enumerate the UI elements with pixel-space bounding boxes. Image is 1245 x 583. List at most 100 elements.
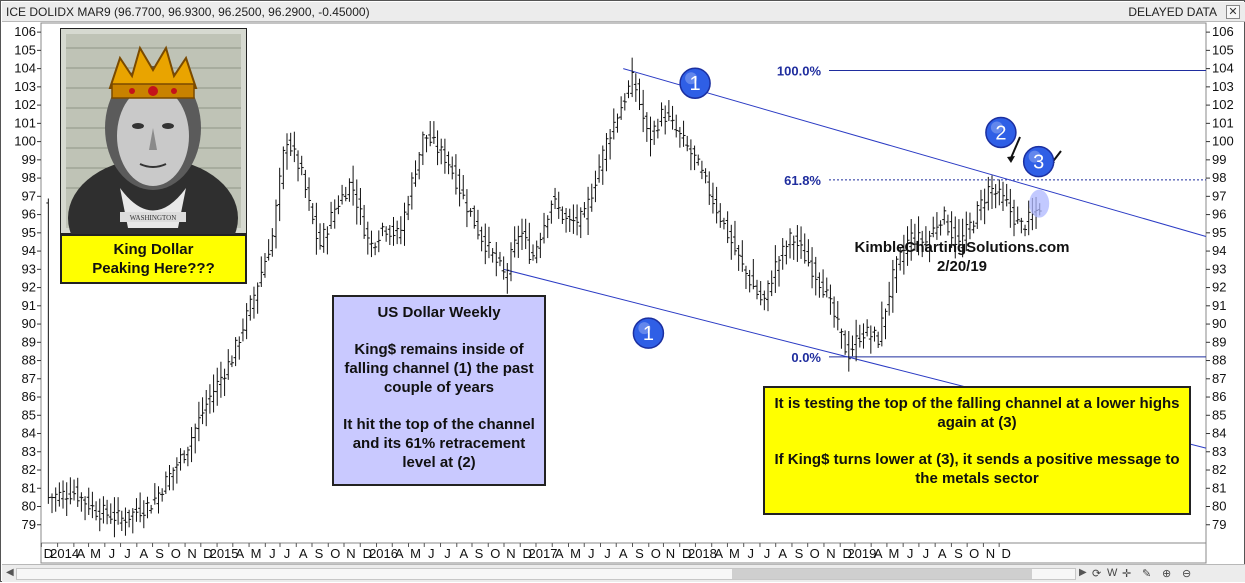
y-tick-label-right: 84 bbox=[1212, 426, 1226, 441]
us-dollar-weekly-callout: US Dollar Weekly King$ remains inside of… bbox=[332, 295, 546, 486]
marker-circle bbox=[632, 317, 665, 349]
y-tick-label-left: 92 bbox=[22, 280, 36, 295]
x-tick-label: S bbox=[635, 546, 644, 561]
period-w-label[interactable]: W bbox=[1107, 567, 1118, 579]
x-tick-label: M bbox=[90, 546, 101, 561]
y-tick-label-right: 79 bbox=[1212, 517, 1226, 532]
zoom-icon[interactable]: ⊕ bbox=[1162, 568, 1172, 580]
marker-circle bbox=[985, 116, 1017, 149]
x-tick-label: A bbox=[778, 546, 787, 561]
y-tick-label-right: 92 bbox=[1212, 280, 1226, 295]
watermark-site: KimbleChartingSolutions.com bbox=[854, 239, 1070, 256]
x-tick-label: A bbox=[459, 546, 468, 561]
arrow-2-shaft bbox=[1010, 136, 1021, 159]
scroll-left-icon[interactable]: ◀ bbox=[6, 567, 14, 578]
x-tick-label: S bbox=[155, 546, 164, 561]
x-tick-label: A bbox=[77, 546, 86, 561]
y-tick-label-right: 100 bbox=[1212, 134, 1234, 149]
marker-label: 1 bbox=[690, 73, 701, 95]
x-tick-label: O bbox=[969, 546, 979, 561]
watermark-date: 2/20/19 bbox=[936, 258, 988, 275]
crosshair-icon[interactable]: ✛ bbox=[1122, 568, 1132, 580]
y-tick-label-left: 104 bbox=[14, 61, 36, 76]
x-tick-label: S bbox=[315, 546, 324, 561]
x-tick-label: M bbox=[410, 546, 421, 561]
y-tick-label-right: 105 bbox=[1212, 42, 1234, 57]
x-tick-label: A bbox=[714, 546, 723, 561]
y-tick-label-left: 80 bbox=[22, 499, 36, 514]
x-tick-label: O bbox=[810, 546, 820, 561]
y-tick-label-right: 82 bbox=[1212, 462, 1226, 477]
x-tick-label: O bbox=[651, 546, 661, 561]
y-tick-label-right: 95 bbox=[1212, 225, 1226, 240]
delayed-data-label: DELAYED DATA bbox=[1128, 5, 1217, 19]
y-tick-label-right: 90 bbox=[1212, 316, 1226, 331]
x-tick-label: S bbox=[475, 546, 484, 561]
y-tick-label-left: 95 bbox=[22, 225, 36, 240]
scroll-right-icon[interactable]: ▶ bbox=[1079, 567, 1087, 578]
marker-label: 1 bbox=[643, 323, 654, 345]
x-tick-label: J bbox=[923, 546, 930, 561]
y-tick-label-left: 98 bbox=[22, 170, 36, 185]
close-icon[interactable]: ✕ bbox=[1226, 5, 1240, 19]
y-tick-label-left: 100 bbox=[14, 134, 36, 149]
summary-retracement-text: It hit the top of the channel and its 61… bbox=[343, 416, 535, 471]
x-tick-label: O bbox=[171, 546, 181, 561]
y-tick-label-right: 98 bbox=[1212, 170, 1226, 185]
y-tick-label-right: 103 bbox=[1212, 79, 1234, 94]
marker-shine bbox=[685, 72, 698, 85]
horizontal-scrollbar[interactable] bbox=[16, 568, 1076, 580]
y-tick-label-right: 97 bbox=[1212, 188, 1226, 203]
fib-level-label: 100.0% bbox=[777, 63, 822, 78]
x-tick-label: J bbox=[284, 546, 291, 561]
marker-shine bbox=[1028, 150, 1041, 163]
y-tick-label-right: 91 bbox=[1212, 298, 1226, 313]
x-tick-label: N bbox=[346, 546, 355, 561]
fib-level-label: 0.0% bbox=[791, 350, 821, 365]
bottom-toolbar: ◀ ▶ ⟳ W ✛ ✎ ⊕ ⊖ bbox=[2, 564, 1245, 582]
x-tick-label: J bbox=[269, 546, 276, 561]
marker-circle bbox=[1022, 145, 1055, 178]
x-tick-label: A bbox=[139, 546, 148, 561]
y-tick-label-right: 88 bbox=[1212, 353, 1226, 368]
x-tick-label: O bbox=[330, 546, 340, 561]
y-tick-label-right: 93 bbox=[1212, 261, 1226, 276]
marker-circle bbox=[679, 67, 711, 99]
y-tick-label-left: 97 bbox=[22, 188, 36, 203]
x-tick-label: D bbox=[363, 546, 372, 561]
y-tick-label-right: 87 bbox=[1212, 371, 1226, 386]
king-callout-line-1: King Dollar bbox=[113, 241, 194, 258]
x-tick-label: D bbox=[523, 546, 532, 561]
x-tick-label: 2016 bbox=[369, 546, 398, 561]
y-tick-label-left: 87 bbox=[22, 371, 36, 386]
y-tick-label-right: 80 bbox=[1212, 499, 1226, 514]
draw-icon[interactable]: ✎ bbox=[1142, 568, 1152, 580]
x-tick-label: D bbox=[843, 546, 852, 561]
x-tick-label: 2017 bbox=[529, 546, 558, 561]
y-tick-label-left: 88 bbox=[22, 353, 36, 368]
x-tick-label: J bbox=[444, 546, 451, 561]
y-tick-label-left: 83 bbox=[22, 444, 36, 459]
x-tick-label: N bbox=[986, 546, 995, 561]
x-tick-label: N bbox=[826, 546, 835, 561]
portrait-banner-text: WASHINGTON bbox=[130, 214, 177, 222]
watermark: KimbleChartingSolutions.com 2/20/19 bbox=[823, 238, 1101, 276]
x-tick-label: A bbox=[555, 546, 564, 561]
x-tick-label: 2018 bbox=[688, 546, 717, 561]
zoom-out-icon[interactable]: ⊖ bbox=[1182, 568, 1192, 580]
test-callout-line-2: If King$ turns lower at (3), it sends a … bbox=[774, 451, 1180, 487]
arrow-2-head bbox=[1007, 156, 1015, 163]
scrollbar-thumb[interactable] bbox=[732, 569, 1032, 579]
y-tick-label-right: 101 bbox=[1212, 115, 1234, 130]
y-tick-label-left: 94 bbox=[22, 243, 36, 258]
x-tick-label: J bbox=[764, 546, 771, 561]
x-tick-label: S bbox=[795, 546, 804, 561]
y-tick-label-left: 89 bbox=[22, 334, 36, 349]
y-tick-label-right: 104 bbox=[1212, 61, 1234, 76]
sync-icon[interactable]: ⟳ bbox=[1092, 568, 1102, 580]
x-tick-label: D bbox=[1001, 546, 1010, 561]
y-tick-label-right: 89 bbox=[1212, 334, 1226, 349]
x-tick-label: J bbox=[109, 546, 116, 561]
x-tick-label: 2019 bbox=[847, 546, 876, 561]
x-tick-label: J bbox=[428, 546, 435, 561]
